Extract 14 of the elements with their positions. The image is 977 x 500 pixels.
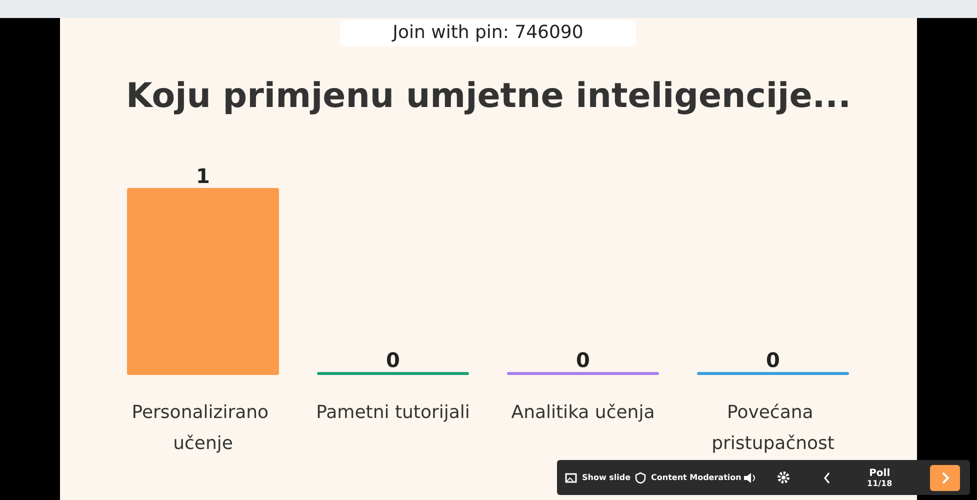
text: Join with pin: 746090 bbox=[340, 20, 636, 46]
text: Show slide bbox=[582, 473, 631, 482]
data-label: 1 bbox=[196, 164, 210, 188]
text: Content Moderation bbox=[651, 473, 742, 482]
data-label: 0 bbox=[386, 348, 400, 372]
chart-title: Koju primjenu umjetne inteligencije... bbox=[126, 76, 852, 116]
x-tick-label: Povećana pristupačnost bbox=[712, 402, 834, 454]
data-label: 0 bbox=[766, 348, 780, 372]
x-tick-label: Analitika učenja bbox=[511, 402, 655, 423]
data-label: 0 bbox=[576, 348, 590, 372]
text: 11/18 bbox=[867, 478, 892, 488]
x-tick-label: Personalizirano učenje bbox=[132, 402, 274, 454]
text: Poll bbox=[869, 468, 890, 478]
x-tick-label: Pametni tutorijali bbox=[316, 402, 470, 423]
